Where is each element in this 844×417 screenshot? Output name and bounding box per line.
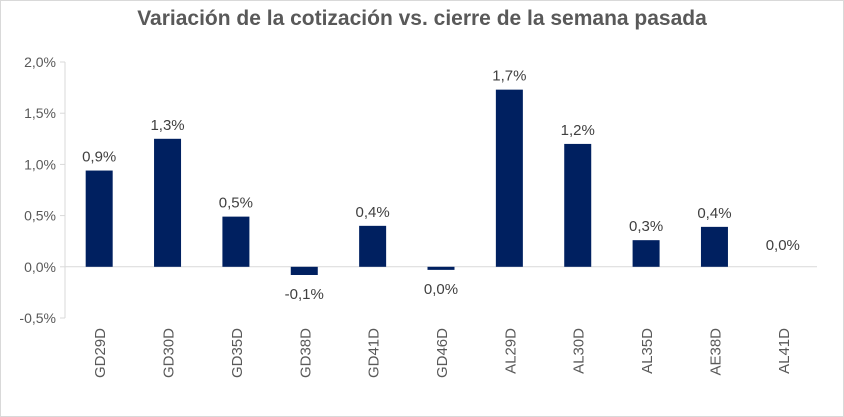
bar-al35d xyxy=(632,240,660,267)
category-label: AL35D xyxy=(639,328,656,374)
bar-gd38d xyxy=(290,266,318,275)
category-label: AL29D xyxy=(502,328,519,374)
category-label: GD41D xyxy=(366,328,383,378)
bar-ae38d xyxy=(700,226,728,267)
data-label: 0,5% xyxy=(219,195,253,212)
bar-gd30d xyxy=(154,138,182,267)
data-label: 0,4% xyxy=(356,204,390,221)
bar-gd35d xyxy=(222,216,250,267)
data-label: 1,2% xyxy=(561,122,595,139)
category-label: GD38D xyxy=(297,328,314,378)
y-tick-label: 0,0% xyxy=(24,259,56,275)
bar-al30d xyxy=(564,143,592,267)
category-label: GD30D xyxy=(161,328,178,378)
category-label: GD46D xyxy=(434,328,451,378)
category-label: AL30D xyxy=(571,328,588,374)
y-tick-label: -0,5% xyxy=(19,310,56,326)
chart-title: Variación de la cotización vs. cierre de… xyxy=(137,7,707,30)
y-tick-label: 0,5% xyxy=(24,208,56,224)
y-tick-label: 1,0% xyxy=(24,156,56,172)
data-label: 0,4% xyxy=(697,205,731,222)
bar-gd29d xyxy=(85,170,113,267)
y-tick-label: 2,0% xyxy=(24,54,56,70)
bar-al29d xyxy=(495,89,523,267)
data-label: 0,9% xyxy=(82,149,116,166)
bar-gd46d xyxy=(427,266,455,270)
data-label: -0,1% xyxy=(285,286,324,303)
data-label: 1,3% xyxy=(150,117,184,134)
bar-gd41d xyxy=(359,225,387,267)
data-label: 0,0% xyxy=(766,237,800,254)
y-tick-label: 1,5% xyxy=(24,105,56,121)
category-label: AL41D xyxy=(776,328,793,374)
data-label: 1,7% xyxy=(492,68,526,85)
data-label: 0,3% xyxy=(629,218,663,235)
category-label: GD29D xyxy=(92,328,109,378)
category-label: AE38D xyxy=(707,328,724,376)
category-label: GD35D xyxy=(229,328,246,378)
data-label: 0,0% xyxy=(424,281,458,298)
